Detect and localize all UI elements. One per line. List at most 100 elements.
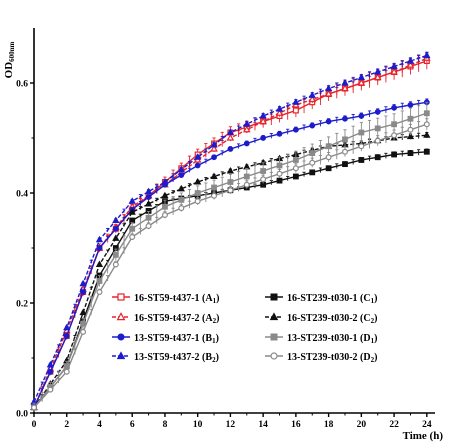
x-tick-label: 18 (324, 420, 334, 430)
data-point (309, 150, 316, 157)
legend-label: 16-ST59-t437-1 (A1) (134, 293, 219, 305)
legend-item-3: 13-ST59-t437-1 (B1) (112, 333, 219, 345)
legend-label: 13-ST59-t437-2 (B2) (134, 352, 219, 364)
y-tick-label: 0.2 (16, 300, 28, 310)
y-tick-label: 0.4 (16, 190, 28, 200)
data-point (374, 108, 381, 115)
data-point (96, 289, 103, 296)
data-point (112, 261, 119, 268)
data-point (275, 109, 284, 116)
x-ticks: 0 2 4 6 8 10 12 14 16 18 20 22 24 (32, 413, 432, 430)
x-tick-label: 8 (163, 420, 168, 430)
data-point (31, 404, 38, 411)
y-tick-label: 0.0 (16, 410, 28, 420)
data-point (270, 333, 278, 341)
data-point (227, 146, 234, 152)
data-point (129, 225, 136, 232)
legend: 16-ST59-t437-1 (A1) 16-ST59-t437-2 (A2) 13… (112, 293, 377, 364)
data-point (407, 115, 414, 122)
data-point (260, 168, 267, 174)
data-point (374, 137, 381, 144)
data-point (260, 135, 267, 141)
data-point (423, 110, 430, 117)
y-axis-label: OD600nm (3, 41, 16, 78)
x-axis-label: Time (h) (403, 430, 444, 442)
data-point (358, 129, 365, 136)
data-point (269, 312, 279, 321)
data-point (194, 177, 202, 185)
data-point (47, 368, 54, 375)
data-point (292, 107, 299, 114)
data-point (243, 173, 250, 180)
data-point (194, 190, 201, 196)
data-point (243, 140, 250, 147)
data-point (341, 84, 349, 92)
data-point (194, 153, 202, 160)
x-tick-label: 10 (193, 420, 203, 430)
data-point (243, 120, 251, 127)
data-point (374, 67, 382, 75)
x-tick-label: 0 (32, 420, 37, 430)
x-tick-label: 20 (357, 420, 367, 430)
data-point (227, 179, 234, 185)
legend-label: 16-ST239-t030-2 (C2) (287, 313, 377, 325)
x-tick-label: 16 (291, 420, 301, 430)
data-point (373, 73, 382, 81)
data-point (292, 165, 299, 172)
data-point (325, 118, 332, 125)
data-point (63, 368, 70, 375)
data-point (63, 333, 70, 339)
data-point (194, 198, 201, 205)
legend-label: 13-ST59-t437-1 (B1) (134, 333, 219, 345)
data-point (406, 132, 415, 140)
data-point (161, 212, 168, 219)
legend-label: 16-ST59-t437-2 (A2) (134, 313, 219, 325)
data-point (309, 122, 316, 129)
data-point (374, 125, 381, 132)
data-point (260, 176, 267, 183)
data-point (63, 323, 71, 331)
data-point (342, 115, 348, 122)
series-3 (31, 98, 430, 411)
data-point (423, 121, 430, 128)
y-tick-label: 0.6 (16, 80, 28, 90)
data-point (242, 125, 251, 133)
data-point (406, 60, 415, 68)
data-point (259, 111, 267, 119)
data-point (325, 143, 332, 150)
data-point (80, 328, 87, 335)
legend-label: 13-ST239-t030-2 (D2) (287, 352, 377, 364)
series-line (33, 112, 428, 408)
series-layer (30, 51, 431, 412)
series-8 (31, 118, 430, 411)
legend-label: 13-ST239-t030-1 (D1) (287, 333, 377, 345)
data-point (112, 251, 119, 258)
data-point (358, 157, 365, 163)
data-point (270, 293, 278, 301)
data-point (177, 165, 185, 173)
data-point (292, 126, 299, 133)
data-point (391, 151, 397, 158)
data-point (325, 165, 332, 172)
data-point (275, 105, 284, 112)
data-point (95, 260, 104, 267)
series-4 (30, 51, 431, 405)
legend-item-7: 13-ST239-t030-1 (D1) (265, 333, 377, 345)
data-point (226, 128, 235, 135)
data-point (80, 320, 87, 327)
data-point (324, 84, 333, 91)
data-point (270, 352, 278, 360)
data-point (112, 234, 120, 241)
data-point (178, 172, 185, 179)
data-point (117, 293, 125, 301)
x-tick-label: 12 (226, 420, 236, 430)
data-point (309, 159, 316, 166)
data-point (341, 148, 348, 155)
data-point (116, 312, 126, 321)
axes (33, 28, 435, 414)
data-point (358, 113, 365, 119)
data-point (390, 62, 398, 69)
data-point (374, 154, 381, 161)
